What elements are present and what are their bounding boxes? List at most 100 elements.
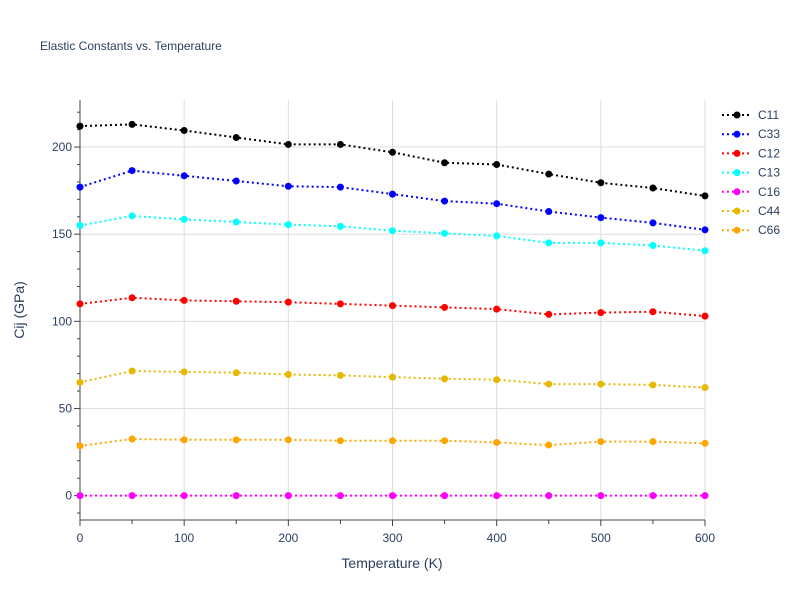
data-point-c13[interactable] — [336, 222, 344, 230]
data-point-c11[interactable] — [649, 184, 657, 192]
legend-item-c16[interactable]: C16 — [722, 185, 780, 199]
data-point-c13[interactable] — [232, 218, 240, 226]
data-point-c33[interactable] — [180, 172, 188, 180]
data-point-c66[interactable] — [701, 439, 709, 447]
data-point-c11[interactable] — [336, 140, 344, 148]
legend-item-c33[interactable]: C33 — [722, 127, 780, 141]
data-point-c66[interactable] — [441, 437, 449, 445]
data-point-c66[interactable] — [649, 438, 657, 446]
data-point-c16[interactable] — [597, 492, 605, 500]
data-point-c13[interactable] — [493, 232, 501, 240]
data-point-c12[interactable] — [545, 310, 553, 318]
data-point-c13[interactable] — [284, 221, 292, 229]
data-point-c66[interactable] — [597, 438, 605, 446]
data-point-c16[interactable] — [336, 492, 344, 500]
data-point-c11[interactable] — [701, 192, 709, 200]
data-point-c12[interactable] — [128, 294, 136, 302]
data-point-c13[interactable] — [649, 242, 657, 250]
data-point-c11[interactable] — [180, 126, 188, 134]
data-point-c44[interactable] — [545, 380, 553, 388]
data-point-c44[interactable] — [441, 375, 449, 383]
data-point-c13[interactable] — [76, 221, 84, 229]
data-point-c33[interactable] — [389, 190, 396, 198]
legend-item-c13[interactable]: C13 — [722, 166, 780, 180]
data-point-c11[interactable] — [76, 122, 84, 130]
data-point-c66[interactable] — [284, 436, 292, 444]
data-point-c44[interactable] — [493, 376, 501, 384]
data-point-c33[interactable] — [128, 167, 136, 175]
data-point-c33[interactable] — [336, 183, 344, 191]
data-point-c16[interactable] — [441, 492, 449, 500]
data-point-c13[interactable] — [389, 227, 396, 235]
data-point-c12[interactable] — [76, 300, 84, 308]
data-point-c11[interactable] — [284, 140, 292, 148]
data-point-c12[interactable] — [389, 302, 396, 310]
data-point-c66[interactable] — [232, 436, 240, 444]
data-point-c16[interactable] — [389, 492, 396, 500]
data-point-c16[interactable] — [493, 492, 501, 500]
data-point-c11[interactable] — [441, 159, 449, 167]
data-point-c33[interactable] — [232, 177, 240, 185]
data-point-c12[interactable] — [180, 296, 188, 304]
data-point-c33[interactable] — [701, 226, 709, 234]
data-point-c12[interactable] — [336, 300, 344, 308]
data-point-c13[interactable] — [128, 212, 136, 220]
data-point-c12[interactable] — [232, 297, 240, 305]
data-point-c11[interactable] — [389, 148, 396, 156]
data-point-c33[interactable] — [545, 208, 553, 216]
data-point-c66[interactable] — [389, 437, 396, 445]
data-point-c13[interactable] — [701, 247, 709, 255]
data-point-c11[interactable] — [128, 120, 136, 128]
data-point-c44[interactable] — [649, 381, 657, 389]
data-point-c33[interactable] — [649, 219, 657, 227]
data-point-c66[interactable] — [545, 441, 553, 449]
data-point-c33[interactable] — [597, 214, 605, 222]
data-point-c13[interactable] — [597, 239, 605, 247]
data-point-c13[interactable] — [441, 229, 449, 237]
data-point-c11[interactable] — [493, 160, 501, 168]
data-point-c13[interactable] — [180, 215, 188, 223]
data-point-c12[interactable] — [441, 303, 449, 311]
data-point-c16[interactable] — [649, 492, 657, 500]
data-point-c44[interactable] — [284, 370, 292, 378]
data-point-c66[interactable] — [180, 436, 188, 444]
data-point-c66[interactable] — [76, 442, 84, 450]
data-point-c11[interactable] — [545, 170, 553, 178]
data-point-c44[interactable] — [128, 367, 136, 375]
data-point-c44[interactable] — [180, 368, 188, 376]
legend-item-c12[interactable]: C12 — [722, 146, 780, 160]
data-point-c16[interactable] — [76, 492, 84, 500]
data-point-c33[interactable] — [284, 182, 292, 190]
data-point-c12[interactable] — [493, 305, 501, 313]
data-point-c33[interactable] — [76, 183, 84, 191]
legend-item-c66[interactable]: C66 — [722, 223, 780, 237]
data-point-c12[interactable] — [649, 308, 657, 316]
legend-item-c44[interactable]: C44 — [722, 204, 780, 218]
data-point-c12[interactable] — [597, 309, 605, 317]
data-point-c12[interactable] — [701, 312, 709, 320]
data-point-c16[interactable] — [128, 492, 136, 500]
data-point-c44[interactable] — [336, 371, 344, 379]
legend-item-c11[interactable]: C11 — [722, 108, 779, 122]
data-point-c12[interactable] — [284, 298, 292, 306]
data-point-c11[interactable] — [597, 179, 605, 187]
data-point-c66[interactable] — [128, 435, 136, 443]
data-point-c44[interactable] — [701, 384, 709, 392]
data-point-c44[interactable] — [232, 369, 240, 377]
data-point-c13[interactable] — [545, 239, 553, 247]
data-point-c16[interactable] — [232, 492, 240, 500]
data-point-c66[interactable] — [336, 437, 344, 445]
data-point-c11[interactable] — [232, 133, 240, 141]
data-point-c16[interactable] — [545, 492, 553, 500]
data-point-c44[interactable] — [76, 378, 84, 386]
data-point-c16[interactable] — [180, 492, 188, 500]
axis-layer: 0 100 200 300 400 500 600 0 50 100 150 200 — [52, 100, 715, 545]
data-point-c16[interactable] — [284, 492, 292, 500]
data-point-c44[interactable] — [389, 373, 396, 381]
data-point-c16[interactable] — [701, 492, 709, 500]
data-point-c44[interactable] — [597, 380, 605, 388]
data-point-c33[interactable] — [441, 197, 449, 205]
data-point-c66[interactable] — [493, 438, 501, 446]
data-point-c33[interactable] — [493, 200, 501, 208]
legend[interactable]: C11 C33 C12 C13 C16 C44 C66 — [722, 108, 780, 237]
